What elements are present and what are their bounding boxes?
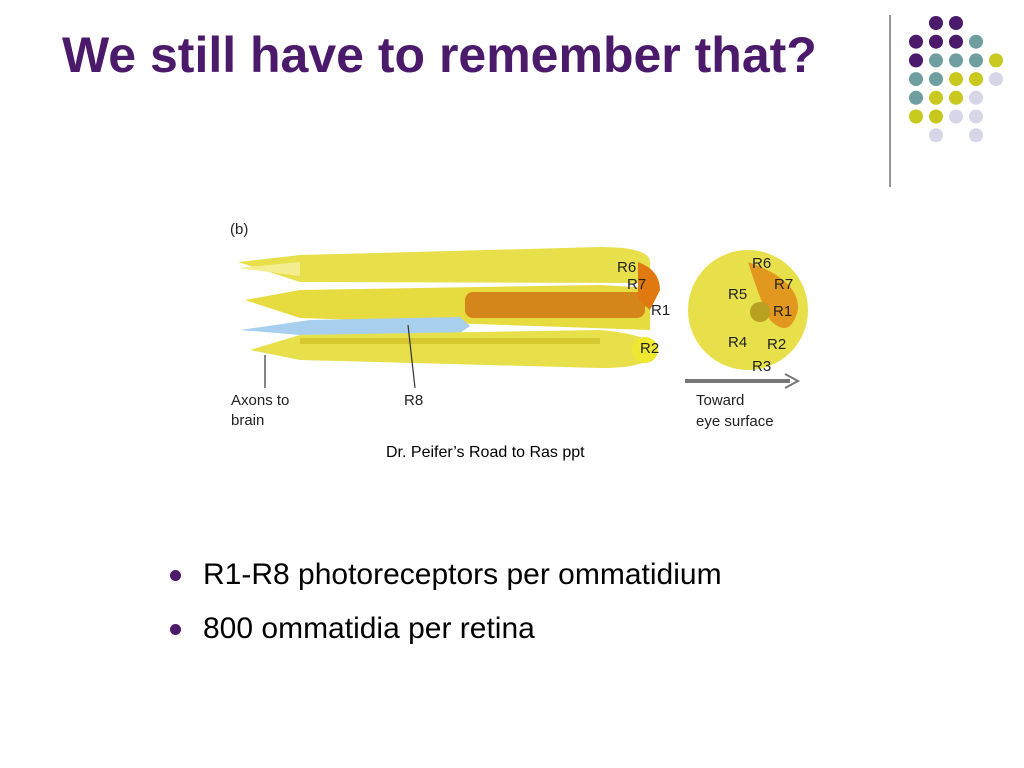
direction-label: eye surface (696, 413, 774, 430)
decor-dot (969, 53, 983, 68)
decor-dot (969, 34, 983, 49)
decor-dot (949, 34, 963, 49)
cell-label: R2 (767, 336, 786, 353)
decor-dot (929, 109, 943, 124)
bullet: 800 ommatidia per retina (165, 609, 722, 663)
slide-title: We still have to remember that? (62, 27, 817, 83)
axon-label: brain (231, 412, 264, 429)
decor-dot (929, 16, 943, 30)
decor-dot (909, 53, 923, 68)
decor-dot (929, 72, 943, 87)
caption: Dr. Peifer’s Road to Ras ppt (386, 444, 585, 461)
decor-dot (969, 128, 983, 143)
decor-dot (949, 16, 963, 30)
cell-label: R1 (651, 302, 670, 319)
decor-dot (929, 53, 943, 68)
panel-label: (b) (230, 221, 248, 238)
axon-label: Axons to (231, 392, 289, 409)
figure (238, 247, 808, 389)
direction-label: Toward (696, 392, 744, 409)
decor-dot (949, 72, 963, 87)
decor-dot (969, 109, 983, 124)
decor-dot (969, 72, 983, 87)
decor-dot (929, 90, 943, 105)
cell-label: R4 (728, 334, 747, 351)
decor-dot (909, 72, 923, 87)
decor-dot (989, 53, 1003, 68)
decor-dot (929, 34, 943, 49)
decor-dot (909, 90, 923, 105)
decor-dot (909, 109, 923, 124)
cell-label: R1 (773, 303, 792, 320)
cell-label: R3 (752, 358, 771, 375)
decor-dot (909, 34, 923, 49)
r8-label: R8 (404, 392, 423, 409)
decor-dot (929, 128, 943, 143)
cell-label: R6 (752, 255, 771, 272)
decor-dot (949, 109, 963, 124)
decor-dot (989, 72, 1003, 87)
cell-label: R6 (617, 259, 636, 276)
cell-label: R7 (774, 276, 793, 293)
cell-label: R5 (728, 286, 747, 303)
bullet-list: R1-R8 photoreceptors per ommatidium 800 … (165, 555, 722, 663)
decor-dot (969, 90, 983, 105)
bullet: R1-R8 photoreceptors per ommatidium (165, 555, 722, 609)
cell-label: R7 (627, 276, 646, 293)
decor-dot (949, 90, 963, 105)
cell-label: R2 (640, 340, 659, 357)
decor-dot (949, 53, 963, 68)
